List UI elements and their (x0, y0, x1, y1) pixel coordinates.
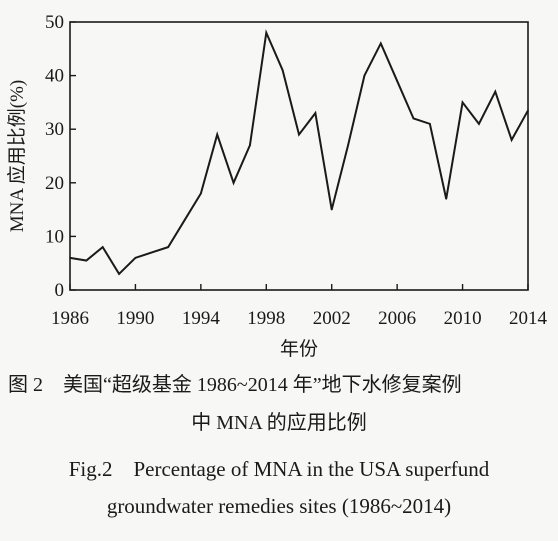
data-point (429, 123, 431, 125)
y-tick-label: 50 (45, 12, 64, 33)
data-point (281, 69, 284, 72)
data-point (314, 112, 317, 114)
data-point (379, 42, 382, 45)
x-tick-label: 2006 (378, 308, 416, 329)
data-point (150, 251, 153, 254)
data-point (85, 259, 88, 262)
data-point (134, 257, 137, 259)
x-axis-title: 年份 (280, 338, 318, 360)
data-points (69, 31, 529, 275)
x-tick-label: 2014 (509, 308, 548, 329)
data-point (216, 133, 219, 136)
data-point (118, 273, 120, 275)
y-tick-label: 0 (55, 280, 65, 301)
x-tick-label: 1994 (182, 308, 221, 329)
data-point (412, 117, 415, 120)
y-tick-label: 30 (45, 119, 64, 140)
y-tick-label: 20 (45, 173, 64, 194)
x-tick-label: 1998 (247, 308, 285, 329)
data-point (167, 246, 169, 248)
data-point (510, 139, 513, 141)
data-point (298, 133, 300, 136)
data-point (249, 144, 251, 147)
data-point (265, 31, 268, 34)
x-tick-label: 1986 (51, 308, 89, 329)
data-point (461, 101, 464, 104)
data-point (200, 192, 202, 195)
data-point (330, 208, 333, 211)
data-point (101, 246, 104, 248)
data-point (347, 144, 349, 147)
caption-cn-line2: 中 MNA 的应用比例 (191, 412, 367, 434)
series-line (69, 29, 529, 276)
data-point (232, 182, 235, 184)
data-point (478, 123, 480, 125)
data-point (494, 90, 497, 93)
x-tick-label: 2002 (313, 308, 351, 329)
line-chart: 0 10 20 30 40 50 1986 1990 1994 1998 2002 2006 2010… (6, 12, 548, 360)
x-axis-ticks: 1986 1990 1994 1998 2002 2006 2010 2014 (51, 284, 548, 329)
y-axis-title: MNA 应用比例(%) (6, 80, 28, 233)
caption-en-line2: groundwater remedies sites (1986~2014) (106, 494, 452, 518)
x-tick-label: 2010 (444, 308, 482, 329)
y-axis-ticks: 0 10 20 30 40 50 (45, 12, 76, 301)
data-point (445, 198, 448, 200)
caption-cn-line1: 图 2 美国“超级基金 1986~2014 年”地下水修复案例 (8, 374, 462, 396)
data-point (69, 257, 71, 259)
y-tick-label: 40 (45, 66, 64, 87)
data-point (183, 219, 186, 222)
caption-en-line1: Fig.2 Percentage of MNA in the USA super… (68, 457, 490, 481)
data-point (527, 109, 529, 112)
y-tick-label: 10 (45, 226, 64, 247)
plot-frame (69, 21, 529, 291)
x-tick-label: 1990 (116, 308, 154, 329)
data-point (396, 80, 398, 82)
data-point (363, 74, 366, 77)
